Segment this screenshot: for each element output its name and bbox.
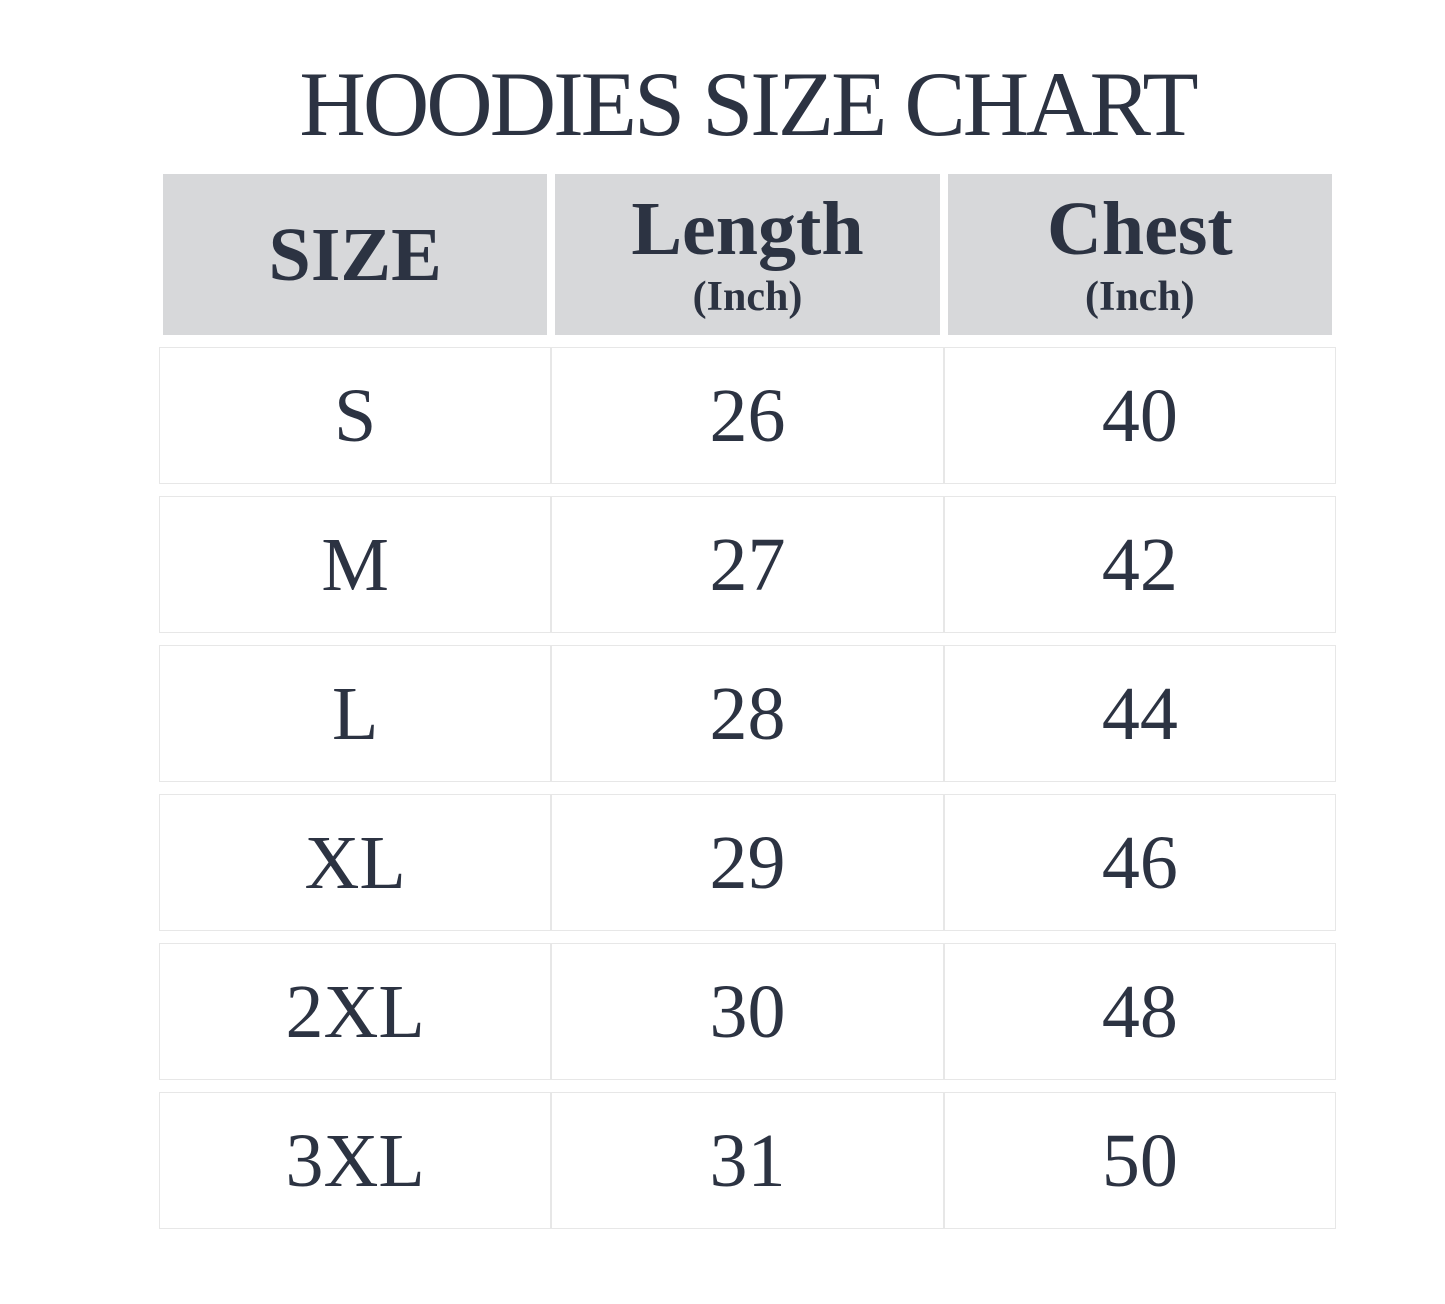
- chest-cell: 42: [943, 496, 1336, 633]
- header-row: SIZE Length (Inch) Chest (Inch): [159, 174, 1336, 335]
- header-cell-size: SIZE: [159, 174, 552, 335]
- length-cell: 30: [551, 943, 944, 1080]
- size-cell: L: [159, 645, 552, 782]
- header-label-length: Length: [631, 187, 864, 271]
- size-cell: XL: [159, 794, 552, 931]
- size-cell: M: [159, 496, 552, 633]
- length-cell: 28: [551, 645, 944, 782]
- size-cell: 3XL: [159, 1092, 552, 1229]
- header-unit-length: (Inch): [692, 274, 803, 320]
- header-label-chest: Chest: [1046, 187, 1233, 271]
- header-cell-length: Length (Inch): [551, 174, 944, 335]
- chest-cell: 46: [943, 794, 1336, 931]
- length-cell: 29: [551, 794, 944, 931]
- size-cell: 2XL: [159, 943, 552, 1080]
- chest-cell: 44: [943, 645, 1336, 782]
- size-chart-table: SIZE Length (Inch) Chest (Inch) S 26: [159, 162, 1336, 1241]
- table-row: XL 29 46: [159, 794, 1336, 931]
- table-row: S 26 40: [159, 347, 1336, 484]
- length-cell: 31: [551, 1092, 944, 1229]
- header-cell-chest: Chest (Inch): [943, 174, 1336, 335]
- table-row: 3XL 31 50: [159, 1092, 1336, 1229]
- table-row: 2XL 30 48: [159, 943, 1336, 1080]
- header-unit-chest: (Inch): [1084, 274, 1195, 320]
- length-cell: 26: [551, 347, 944, 484]
- length-cell: 27: [551, 496, 944, 633]
- table-row: M 27 42: [159, 496, 1336, 633]
- chest-cell: 40: [943, 347, 1336, 484]
- size-cell: S: [159, 347, 552, 484]
- chest-cell: 48: [943, 943, 1336, 1080]
- chest-cell: 50: [943, 1092, 1336, 1229]
- table-row: L 28 44: [159, 645, 1336, 782]
- page-title: HOODIES SIZE CHART: [299, 53, 1198, 155]
- size-chart-content: HOODIES SIZE CHART SIZE Length (Inch) Ch…: [159, 58, 1336, 1241]
- header-label-size: SIZE: [268, 212, 442, 297]
